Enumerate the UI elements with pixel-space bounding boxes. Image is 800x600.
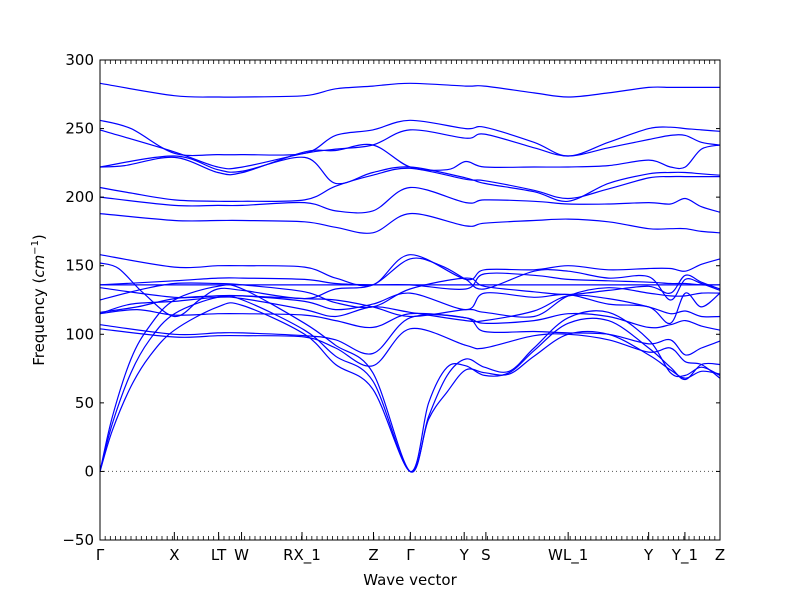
x-tick-label: X [169,546,179,564]
y-tick-label: 0 [84,462,94,480]
y-tick-label: 50 [75,394,94,412]
y-axis-unit: cm [30,255,48,278]
phonon-branch-1 [99,82,720,98]
x-tick-label: Y_1 [671,546,698,565]
x-tick-label: S [481,546,491,564]
y-tick-label: 250 [65,120,94,138]
y-axis-unit-exponent: −1 [30,240,41,255]
x-tick-label: W [234,546,249,564]
phonon-branch-10 [99,257,721,318]
x-tick-label: LT [211,546,227,564]
y-tick-label: 200 [65,188,94,206]
phonon-branch-20 [99,295,721,472]
phonon-branch-21 [99,302,721,473]
y-tick-label: 300 [65,51,94,69]
x-tick-label: Z [368,546,378,564]
phonon-branch-7 [99,186,721,214]
y-axis-title-text: Frequency [30,288,48,366]
phonon-branch-17 [99,314,721,356]
x-tick-label: Γ [96,546,105,564]
x-axis-title: Wave vector [363,571,457,589]
plot-area [99,82,721,473]
phonon-branch-22 [99,287,721,318]
x-tick-label: Y [459,546,470,564]
phonon-branch-18 [99,327,721,379]
y-tick-label: 100 [65,325,94,343]
y-axis-title: Frequency (cm−1) [30,234,48,366]
phonon-branch-6 [99,167,720,203]
x-tick-label: Y [643,546,654,564]
x-tick-label: Γ [406,546,415,564]
phonon-branch-8 [99,212,721,234]
phonon-branch-19 [99,284,721,473]
axes-frame [99,59,721,541]
x-tick-label: Z [715,546,725,564]
phonon-branch-4 [99,143,721,176]
phonon-branch-2 [99,119,721,157]
phonon-branch-3 [99,129,721,170]
x-tick-label: RX_1 [283,546,321,565]
phonon-branch-11 [99,272,721,290]
phonon-branch-9 [99,254,721,287]
y-tick-label: −50 [62,531,94,549]
phonon-branch-13 [99,274,721,309]
y-tick-label: 150 [65,257,94,275]
x-tick-label: WL_1 [548,546,588,565]
x-axis: Γ X LT W RX_1 Z Γ Y S WL_1 Y Y_1 Z [96,60,725,565]
